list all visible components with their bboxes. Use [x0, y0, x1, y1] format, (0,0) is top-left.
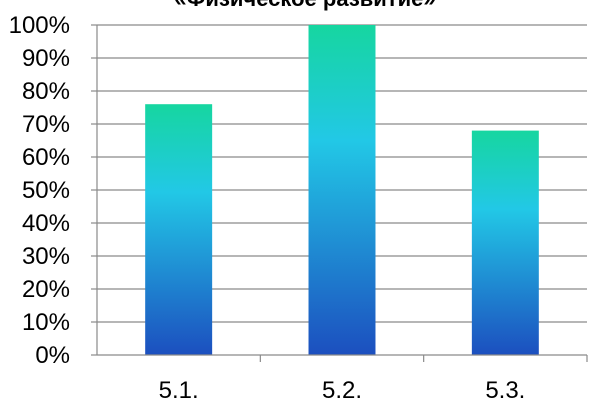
y-tick-label: 50%: [22, 177, 70, 204]
bars: [145, 25, 539, 355]
axes: [96, 25, 588, 362]
y-tick-label: 40%: [22, 210, 70, 237]
x-tick-label: 5.1.: [159, 377, 199, 402]
x-tick-label: 5.2.: [322, 377, 362, 402]
y-tick-label: 60%: [22, 144, 70, 171]
y-tick-label: 30%: [22, 243, 70, 270]
y-tick-label: 70%: [22, 111, 70, 138]
bar-5-1: [145, 104, 213, 355]
chart-title: «Физическое развитие»: [174, 0, 435, 11]
y-tick-label: 80%: [22, 78, 70, 105]
x-tick-label: 5.3.: [485, 377, 525, 402]
bar-5-2: [308, 25, 376, 355]
y-tick-label: 90%: [22, 45, 70, 72]
y-tick-label: 0%: [35, 342, 70, 369]
y-tick-labels: 0% 10% 20% 30% 40% 50% 60% 70% 80% 90% 100%: [9, 12, 70, 369]
y-tick-label: 10%: [22, 309, 70, 336]
y-tick-label: 20%: [22, 276, 70, 303]
x-tick-labels: 5.1. 5.2. 5.3.: [159, 377, 526, 404]
bar-5-3: [471, 130, 539, 355]
y-tick-label: 100%: [9, 12, 70, 39]
